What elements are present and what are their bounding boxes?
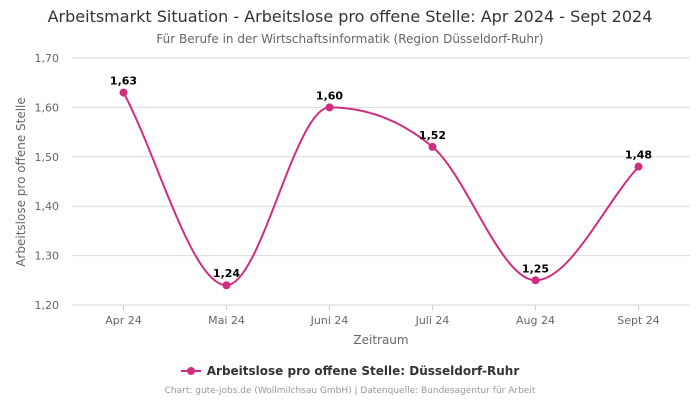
x-tick-label: Apr 24 — [105, 314, 142, 327]
x-tick-label: Aug 24 — [516, 314, 555, 327]
data-label: 1,52 — [419, 129, 446, 142]
x-axis-title: Zeitraum — [353, 333, 408, 347]
grid-layer — [72, 57, 690, 306]
x-tick-label: Sept 24 — [617, 314, 660, 327]
y-axis-title: Arbeitslose pro offene Stelle — [14, 97, 28, 267]
label-layer: 1,63 1,24 1,60 1,52 1,25 1,48 — [110, 75, 652, 281]
x-tick-label: Juli 24 — [415, 314, 450, 327]
y-tick-label: 1,40 — [35, 200, 60, 213]
y-tick-label: 1,60 — [35, 101, 60, 114]
data-label: 1,60 — [316, 89, 343, 102]
legend[interactable]: Arbeitslose pro offene Stelle: Düsseldor… — [0, 364, 700, 378]
data-point — [325, 103, 334, 112]
data-point — [428, 142, 437, 151]
chart-title: Arbeitsmarkt Situation - Arbeitslose pro… — [47, 7, 653, 26]
y-tick-label: 1,50 — [35, 151, 60, 164]
data-label: 1,24 — [213, 267, 240, 280]
y-tick-label: 1,70 — [35, 52, 60, 65]
chart-subtitle: Für Berufe in der Wirtschaftsinformatik … — [156, 32, 544, 46]
data-label: 1,48 — [625, 149, 652, 162]
x-tick-label: Mai 24 — [208, 314, 245, 327]
data-point — [222, 281, 231, 290]
data-point — [531, 276, 540, 285]
y-tick-label: 1,20 — [35, 299, 60, 312]
data-label: 1,25 — [522, 262, 549, 275]
series-layer — [119, 88, 643, 290]
series-line — [122, 92, 640, 287]
legend-label: Arbeitslose pro offene Stelle: Düsseldor… — [206, 364, 520, 378]
credits[interactable]: Chart: gute-jobs.de (Wollmilchsau GmbH) … — [164, 386, 536, 396]
data-point — [634, 162, 643, 171]
y-tick-label: 1,30 — [35, 250, 60, 263]
data-label: 1,63 — [110, 75, 137, 88]
axis-layer: 1,20 1,30 1,40 1,50 1,60 1,70 Apr 24 Mai 24 Juni… — [35, 52, 660, 327]
x-tick-label: Juni 24 — [310, 314, 349, 327]
data-point — [119, 88, 128, 97]
legend-marker-icon — [180, 367, 201, 375]
